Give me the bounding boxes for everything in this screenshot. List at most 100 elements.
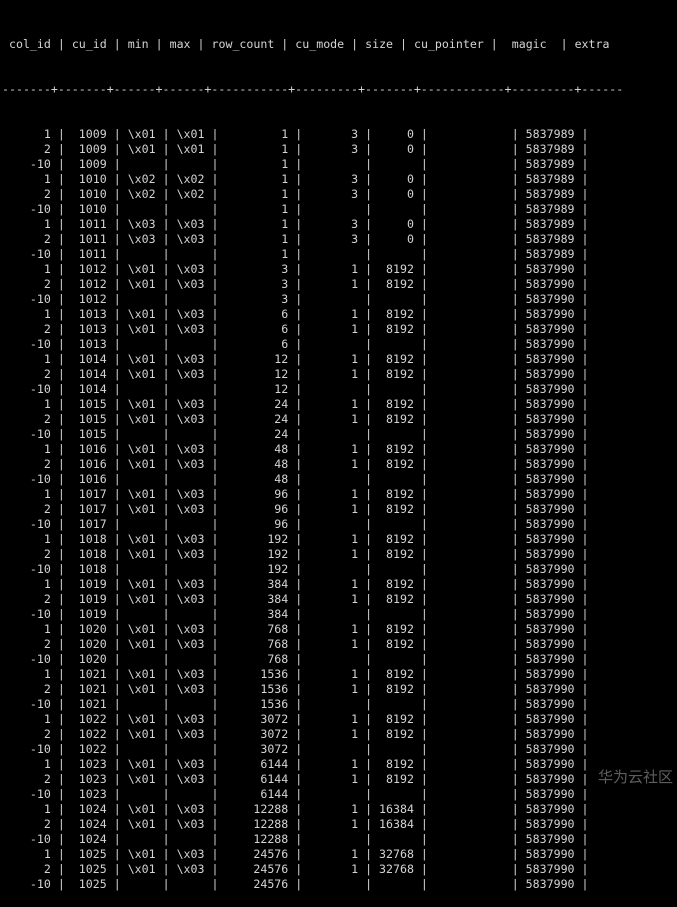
cell-min <box>128 652 156 666</box>
column-divider: | <box>204 397 226 411</box>
column-divider: | <box>155 652 177 666</box>
cell-col-id: 2 <box>8 142 51 156</box>
column-divider: | <box>358 502 380 516</box>
column-divider: | <box>504 742 526 756</box>
cell-cu-pointer <box>435 352 505 366</box>
column-divider: | <box>106 502 128 516</box>
cell-cu-pointer <box>435 607 505 621</box>
cell-cu-mode: 1 <box>309 592 359 606</box>
cell-min <box>128 157 156 171</box>
column-divider: | <box>504 292 526 306</box>
cell-min: \x01 <box>127 817 156 831</box>
cell-cu-pointer <box>435 862 505 876</box>
column-divider: | <box>553 37 575 51</box>
cell-cu-pointer <box>435 832 505 846</box>
cell-cu-id: 1017 <box>71 517 107 531</box>
column-divider: | <box>155 217 177 231</box>
column-divider: | <box>155 772 177 786</box>
column-divider: | <box>106 397 128 411</box>
column-divider: | <box>50 817 72 831</box>
cell-cu-id: 1012 <box>71 277 107 291</box>
column-divider: | <box>288 562 310 576</box>
cell-cu-pointer <box>435 202 505 216</box>
cell-row-count: 96 <box>225 487 289 501</box>
cell-row-count: 12288 <box>225 832 289 846</box>
table-row: 2 | 1012 | \x01 | \x03 | 3 | 1 | 8192 | … <box>2 277 623 292</box>
cell-min: \x01 <box>127 442 156 456</box>
cell-max: \x02 <box>176 172 205 186</box>
cell-magic: 5837990 <box>525 787 575 801</box>
cell-max: \x03 <box>176 397 205 411</box>
table-row: 2 | 1019 | \x01 | \x03 | 384 | 1 | 8192 … <box>2 592 623 607</box>
table-row: 2 | 1013 | \x01 | \x03 | 6 | 1 | 8192 | … <box>2 322 623 337</box>
column-divider: | <box>358 862 380 876</box>
column-divider: | <box>504 457 526 471</box>
cell-size <box>379 247 414 261</box>
table-row: -10 | 1013 | | | 6 | | | | 5837990 | <box>2 337 623 352</box>
column-divider: | <box>155 562 177 576</box>
column-divider: | <box>204 232 226 246</box>
column-divider: | <box>288 337 310 351</box>
cell-size <box>379 202 414 216</box>
column-divider: | <box>106 352 128 366</box>
header-size: size <box>365 37 394 51</box>
column-divider: | <box>50 607 72 621</box>
column-divider: | <box>358 877 380 891</box>
cell-min: \x01 <box>127 802 156 816</box>
column-divider: | <box>574 847 589 861</box>
cell-cu-mode: 1 <box>309 802 359 816</box>
column-divider: | <box>155 472 177 486</box>
cell-cu-id: 1022 <box>71 727 107 741</box>
column-divider: | <box>155 322 177 336</box>
cell-magic: 5837990 <box>525 397 575 411</box>
column-divider: | <box>413 547 435 561</box>
cell-cu-pointer <box>435 562 505 576</box>
cell-min: \x01 <box>127 532 156 546</box>
column-divider: | <box>504 637 526 651</box>
cell-row-count: 24 <box>225 427 289 441</box>
cell-row-count: 3072 <box>225 727 289 741</box>
column-divider: | <box>574 787 589 801</box>
header-row-count: row_count <box>211 37 275 51</box>
column-divider: | <box>204 562 226 576</box>
cell-magic: 5837990 <box>525 337 575 351</box>
cell-cu-mode <box>309 607 358 621</box>
column-divider: | <box>574 232 589 246</box>
cell-cu-id: 1015 <box>71 397 107 411</box>
cell-cu-id: 1016 <box>71 457 107 471</box>
column-divider: | <box>50 682 72 696</box>
cell-magic: 5837989 <box>525 247 575 261</box>
column-divider: | <box>574 487 589 501</box>
column-divider: | <box>413 727 435 741</box>
cell-cu-mode: 1 <box>309 307 359 321</box>
column-divider: | <box>106 382 128 396</box>
cell-cu-mode: 1 <box>309 322 359 336</box>
table-row: 2 | 1022 | \x01 | \x03 | 3072 | 1 | 8192… <box>2 727 623 742</box>
column-divider: | <box>204 877 226 891</box>
column-divider: | <box>358 262 380 276</box>
column-divider: | <box>504 832 526 846</box>
cell-col-id: 1 <box>8 802 51 816</box>
cell-row-count: 48 <box>225 472 289 486</box>
column-divider: | <box>106 127 128 141</box>
column-divider: | <box>155 832 177 846</box>
cell-cu-pointer <box>435 457 505 471</box>
cell-col-id: 1 <box>8 487 51 501</box>
cell-max <box>177 607 205 621</box>
column-divider: | <box>393 37 414 51</box>
cell-cu-id: 1024 <box>71 832 107 846</box>
column-divider: | <box>50 427 72 441</box>
cell-max <box>177 697 205 711</box>
column-divider: | <box>204 772 226 786</box>
cell-cu-mode: 3 <box>309 187 359 201</box>
column-divider: | <box>106 847 128 861</box>
cell-cu-mode: 1 <box>309 277 359 291</box>
column-divider: | <box>413 637 435 651</box>
cell-cu-id: 1021 <box>71 697 107 711</box>
column-divider: | <box>574 877 589 891</box>
column-divider: | <box>155 577 177 591</box>
column-divider: | <box>574 592 589 606</box>
column-divider: | <box>358 577 380 591</box>
column-divider: | <box>504 427 526 441</box>
table-row: 1 | 1020 | \x01 | \x03 | 768 | 1 | 8192 … <box>2 622 623 637</box>
